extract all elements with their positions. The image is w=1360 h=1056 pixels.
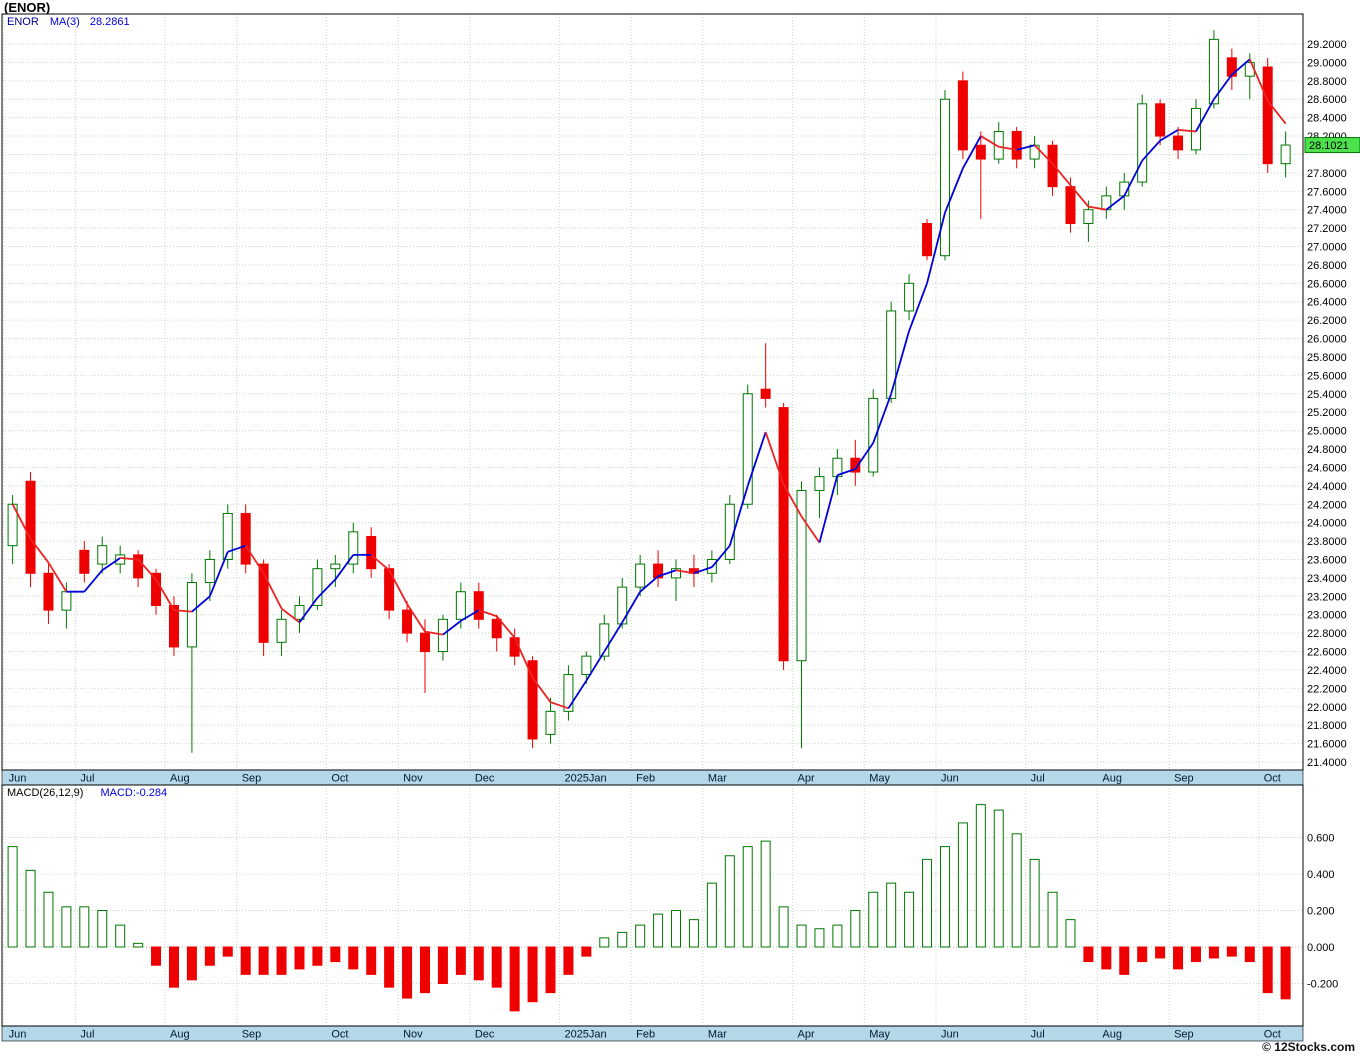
svg-text:22.4000: 22.4000 — [1307, 665, 1347, 677]
svg-text:28.4000: 28.4000 — [1307, 113, 1347, 125]
svg-text:0.400: 0.400 — [1307, 869, 1335, 881]
svg-text:Sep: Sep — [242, 773, 262, 785]
svg-text:Aug: Aug — [1102, 1029, 1122, 1041]
svg-text:Jun: Jun — [941, 773, 959, 785]
svg-text:27.6000: 27.6000 — [1307, 186, 1347, 198]
svg-text:26.4000: 26.4000 — [1307, 297, 1347, 309]
svg-text:21.4000: 21.4000 — [1307, 757, 1347, 769]
svg-text:22.8000: 22.8000 — [1307, 628, 1347, 640]
svg-text:Oct: Oct — [331, 773, 348, 785]
svg-text:2025Jan: 2025Jan — [564, 773, 606, 785]
svg-text:23.0000: 23.0000 — [1307, 610, 1347, 622]
svg-text:29.2000: 29.2000 — [1307, 39, 1347, 51]
footer-credit: © 12Stocks.com — [1262, 1040, 1355, 1054]
svg-text:Dec: Dec — [475, 1029, 495, 1041]
svg-text:23.8000: 23.8000 — [1307, 536, 1347, 548]
svg-text:Oct: Oct — [331, 1029, 348, 1041]
svg-text:Sep: Sep — [1174, 773, 1194, 785]
price-legend: ENOR MA(3) 28.2861 — [7, 16, 137, 28]
svg-text:25.0000: 25.0000 — [1307, 426, 1347, 438]
svg-text:Oct: Oct — [1264, 1029, 1281, 1041]
svg-text:23.6000: 23.6000 — [1307, 554, 1347, 566]
svg-text:25.8000: 25.8000 — [1307, 352, 1347, 364]
svg-text:Aug: Aug — [170, 773, 190, 785]
svg-text:22.0000: 22.0000 — [1307, 702, 1347, 714]
svg-text:24.2000: 24.2000 — [1307, 499, 1347, 511]
ma-indicator-label: MA(3) — [49, 16, 80, 28]
svg-text:24.8000: 24.8000 — [1307, 444, 1347, 456]
svg-text:Jul: Jul — [80, 773, 94, 785]
svg-text:25.6000: 25.6000 — [1307, 370, 1347, 382]
svg-text:22.2000: 22.2000 — [1307, 683, 1347, 695]
svg-text:22.6000: 22.6000 — [1307, 647, 1347, 659]
svg-text:Dec: Dec — [475, 773, 495, 785]
svg-text:Nov: Nov — [403, 1029, 423, 1041]
svg-text:28.8000: 28.8000 — [1307, 76, 1347, 88]
svg-text:2025Jan: 2025Jan — [564, 1029, 606, 1041]
macd-indicator-value: MACD:-0.284 — [100, 787, 168, 799]
svg-text:Feb: Feb — [636, 773, 655, 785]
svg-text:26.0000: 26.0000 — [1307, 334, 1347, 346]
svg-text:May: May — [869, 773, 890, 785]
svg-text:27.0000: 27.0000 — [1307, 242, 1347, 254]
svg-text:24.0000: 24.0000 — [1307, 518, 1347, 530]
svg-text:Sep: Sep — [1174, 1029, 1194, 1041]
svg-text:Jul: Jul — [1031, 1029, 1045, 1041]
svg-text:0.200: 0.200 — [1307, 906, 1335, 918]
svg-text:23.4000: 23.4000 — [1307, 573, 1347, 585]
svg-text:26.6000: 26.6000 — [1307, 278, 1347, 290]
svg-text:25.4000: 25.4000 — [1307, 389, 1347, 401]
svg-text:Mar: Mar — [708, 773, 727, 785]
svg-text:Feb: Feb — [636, 1029, 655, 1041]
svg-text:Nov: Nov — [403, 773, 423, 785]
svg-text:26.8000: 26.8000 — [1307, 260, 1347, 272]
ma-indicator-value: 28.2861 — [89, 16, 130, 28]
svg-text:Sep: Sep — [242, 1029, 262, 1041]
svg-text:Aug: Aug — [1102, 773, 1122, 785]
svg-text:25.2000: 25.2000 — [1307, 407, 1347, 419]
svg-text:24.4000: 24.4000 — [1307, 481, 1347, 493]
macd-indicator-label: MACD(26,12,9) — [7, 787, 84, 799]
svg-text:Jul: Jul — [80, 1029, 94, 1041]
macd-legend: MACD(26,12,9) MACD:-0.284 — [7, 787, 167, 799]
svg-text:21.6000: 21.6000 — [1307, 739, 1347, 751]
svg-text:0.000: 0.000 — [1307, 942, 1335, 954]
svg-text:May: May — [869, 1029, 890, 1041]
svg-text:29.0000: 29.0000 — [1307, 57, 1347, 69]
svg-text:Jun: Jun — [9, 1029, 27, 1041]
svg-text:27.2000: 27.2000 — [1307, 223, 1347, 235]
svg-text:28.6000: 28.6000 — [1307, 94, 1347, 106]
svg-text:0.600: 0.600 — [1307, 833, 1335, 845]
svg-text:23.2000: 23.2000 — [1307, 591, 1347, 603]
svg-text:27.8000: 27.8000 — [1307, 168, 1347, 180]
svg-text:-0.200: -0.200 — [1307, 979, 1338, 991]
svg-text:Apr: Apr — [798, 1029, 815, 1041]
svg-text:Apr: Apr — [798, 773, 815, 785]
svg-text:Mar: Mar — [708, 1029, 727, 1041]
svg-text:Jul: Jul — [1031, 773, 1045, 785]
svg-text:Oct: Oct — [1264, 773, 1281, 785]
svg-text:Jun: Jun — [9, 773, 27, 785]
ticker-symbol: ENOR — [7, 16, 39, 28]
svg-text:Aug: Aug — [170, 1029, 190, 1041]
svg-text:21.8000: 21.8000 — [1307, 720, 1347, 732]
svg-text:27.4000: 27.4000 — [1307, 205, 1347, 217]
svg-text:26.2000: 26.2000 — [1307, 315, 1347, 327]
svg-text:24.6000: 24.6000 — [1307, 462, 1347, 474]
chart-title: (ENOR) — [4, 0, 51, 15]
svg-text:28.1021: 28.1021 — [1309, 140, 1349, 152]
svg-text:Jun: Jun — [941, 1029, 959, 1041]
